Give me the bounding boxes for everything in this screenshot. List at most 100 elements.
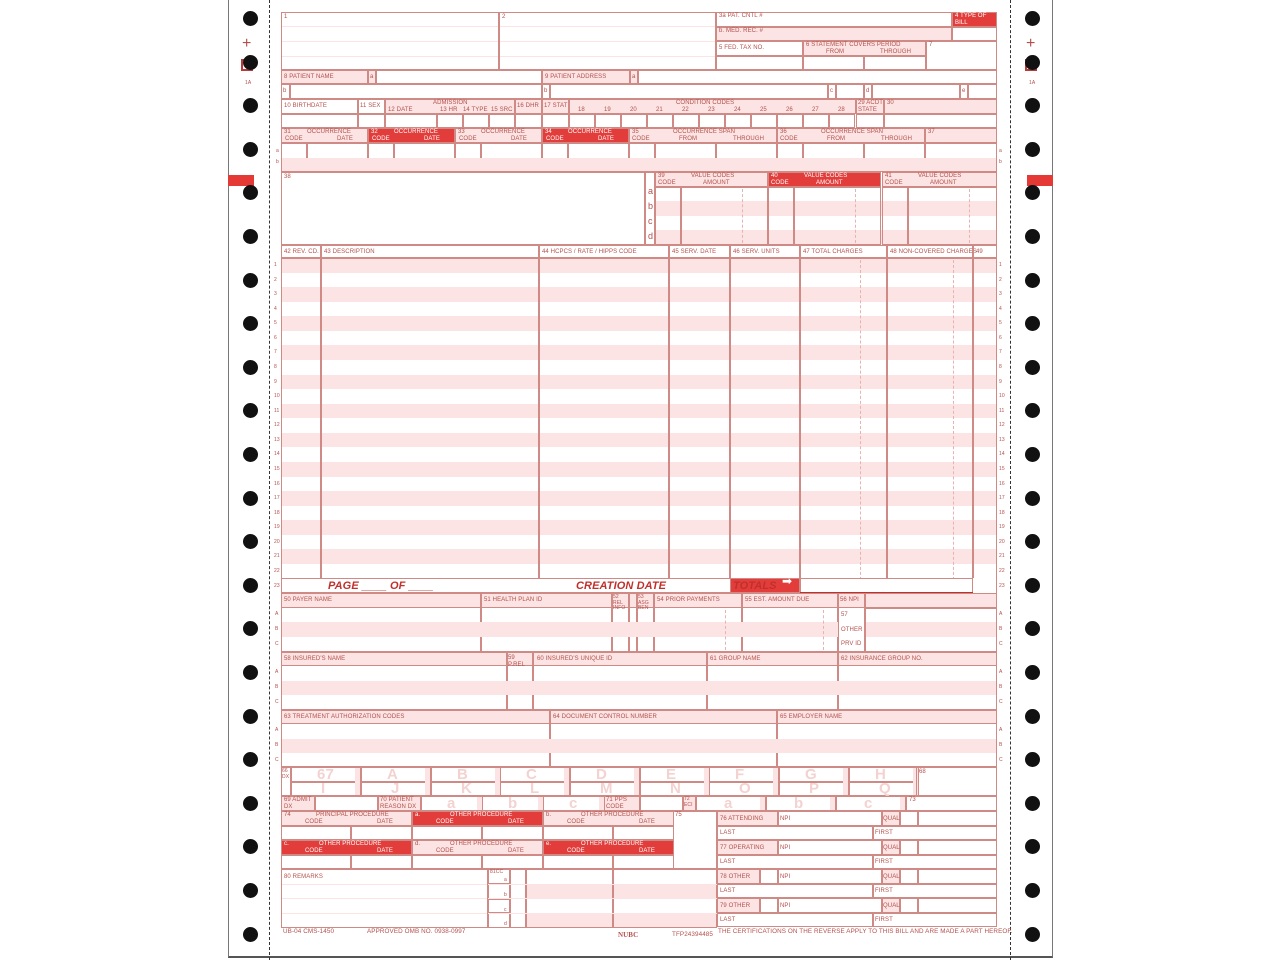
address-d[interactable]	[872, 84, 960, 99]
occurrence-code-34[interactable]	[542, 143, 568, 172]
condition-code-20[interactable]	[621, 114, 647, 128]
payer-col[interactable]	[838, 593, 865, 652]
dx-code-field[interactable]	[291, 782, 361, 796]
qual-field[interactable]	[900, 811, 918, 826]
line-col-48[interactable]	[887, 258, 973, 593]
total-charges-field[interactable]	[800, 578, 973, 593]
auth-col[interactable]	[777, 710, 997, 767]
occurrence-code-32[interactable]	[368, 143, 394, 172]
line-col-45[interactable]	[669, 258, 730, 593]
span-code-36[interactable]	[777, 143, 803, 172]
line-col-46[interactable]	[730, 258, 800, 593]
first-name-field[interactable]	[873, 826, 997, 840]
dx-code-field[interactable]	[849, 767, 919, 782]
npi-field[interactable]	[778, 869, 882, 884]
line-col-49[interactable]	[973, 258, 997, 593]
provider-box-1[interactable]	[281, 12, 499, 70]
npi-field[interactable]	[865, 593, 997, 608]
npi-field[interactable]	[778, 840, 882, 855]
admission-type[interactable]	[463, 114, 489, 128]
value-amount-40[interactable]	[794, 187, 881, 245]
last-name-field[interactable]	[717, 884, 873, 898]
address-c[interactable]	[836, 84, 864, 99]
qual-field[interactable]	[900, 898, 918, 913]
box-7[interactable]	[926, 41, 997, 70]
procedure-date-field[interactable]	[482, 826, 543, 840]
dx-code-field[interactable]	[570, 782, 640, 796]
line-col-44[interactable]	[539, 258, 669, 593]
physician-qual-prefix[interactable]	[760, 898, 778, 913]
birthdate-field[interactable]	[281, 114, 358, 128]
procedure-code-field[interactable]	[281, 826, 351, 840]
line-col-43[interactable]	[321, 258, 539, 593]
first-name-field[interactable]	[873, 913, 997, 927]
dx-code-field[interactable]	[779, 767, 849, 782]
admit-dx-field[interactable]	[315, 796, 378, 811]
admission-date[interactable]	[385, 114, 437, 128]
eci-field[interactable]	[696, 796, 766, 811]
first-name-field[interactable]	[873, 855, 997, 869]
occurrence-date-34[interactable]	[568, 143, 629, 172]
occurrence-date-33[interactable]	[481, 143, 542, 172]
pat-cntl-field[interactable]	[716, 12, 952, 27]
box-37[interactable]	[925, 143, 997, 172]
auth-col[interactable]	[281, 710, 550, 767]
procedure-code-field[interactable]	[412, 826, 482, 840]
last-name-field[interactable]	[717, 826, 873, 840]
through-date-field[interactable]	[864, 56, 926, 70]
procedure-date-field[interactable]	[613, 826, 674, 840]
span-from-35[interactable]	[655, 143, 716, 172]
qual-field[interactable]	[900, 869, 918, 884]
procedure-date-field[interactable]	[351, 855, 412, 869]
responsible-party-38[interactable]	[281, 172, 645, 245]
dx-code-field[interactable]	[361, 767, 431, 782]
patient-address-a[interactable]	[638, 70, 997, 84]
dhr-field[interactable]	[515, 114, 542, 128]
dx-code-field[interactable]	[500, 767, 570, 782]
dx-code-field[interactable]	[361, 782, 431, 796]
procedure-code-field[interactable]	[281, 855, 351, 869]
procedure-code-field[interactable]	[543, 826, 613, 840]
procedure-date-field[interactable]	[351, 826, 412, 840]
condition-code-23[interactable]	[699, 114, 725, 128]
npi-field[interactable]	[778, 898, 882, 913]
line-col-47[interactable]	[800, 258, 887, 593]
value-code-40[interactable]	[768, 187, 794, 245]
occurrence-code-31[interactable]	[281, 143, 307, 172]
value-code-39[interactable]	[655, 187, 681, 245]
last-name-field[interactable]	[717, 855, 873, 869]
condition-code-24[interactable]	[725, 114, 751, 128]
admission-src[interactable]	[489, 114, 515, 128]
span-through-36[interactable]	[864, 143, 925, 172]
condition-code-27[interactable]	[803, 114, 829, 128]
dx-code-field[interactable]	[709, 782, 779, 796]
condition-code-19[interactable]	[595, 114, 621, 128]
patient-name-a[interactable]	[376, 70, 542, 84]
type-of-bill-field[interactable]	[952, 27, 997, 41]
last-name-field[interactable]	[717, 913, 873, 927]
condition-code-18[interactable]	[569, 114, 595, 128]
dx-code-field[interactable]	[779, 782, 849, 796]
dx-code-field[interactable]	[291, 767, 361, 782]
span-from-36[interactable]	[803, 143, 864, 172]
box-73[interactable]	[906, 796, 997, 811]
dx-code-field[interactable]	[500, 782, 570, 796]
med-rec-field[interactable]	[716, 27, 952, 41]
procedure-code-field[interactable]	[412, 855, 482, 869]
qual-value-field[interactable]	[918, 840, 997, 855]
qual-value-field[interactable]	[918, 869, 997, 884]
box-75[interactable]	[673, 811, 717, 869]
physician-qual-prefix[interactable]	[760, 869, 778, 884]
from-date-field[interactable]	[803, 56, 864, 70]
procedure-code-field[interactable]	[543, 855, 613, 869]
span-through-35[interactable]	[716, 143, 777, 172]
condition-code-25[interactable]	[751, 114, 777, 128]
occurrence-code-33[interactable]	[455, 143, 481, 172]
patient-address-b[interactable]	[550, 84, 828, 99]
acdt-state[interactable]	[856, 114, 884, 128]
qual-field[interactable]	[900, 840, 918, 855]
sex-field[interactable]	[358, 114, 385, 128]
patient-name-b[interactable]	[290, 84, 542, 99]
dx-code-field[interactable]	[709, 767, 779, 782]
condition-code-22[interactable]	[673, 114, 699, 128]
